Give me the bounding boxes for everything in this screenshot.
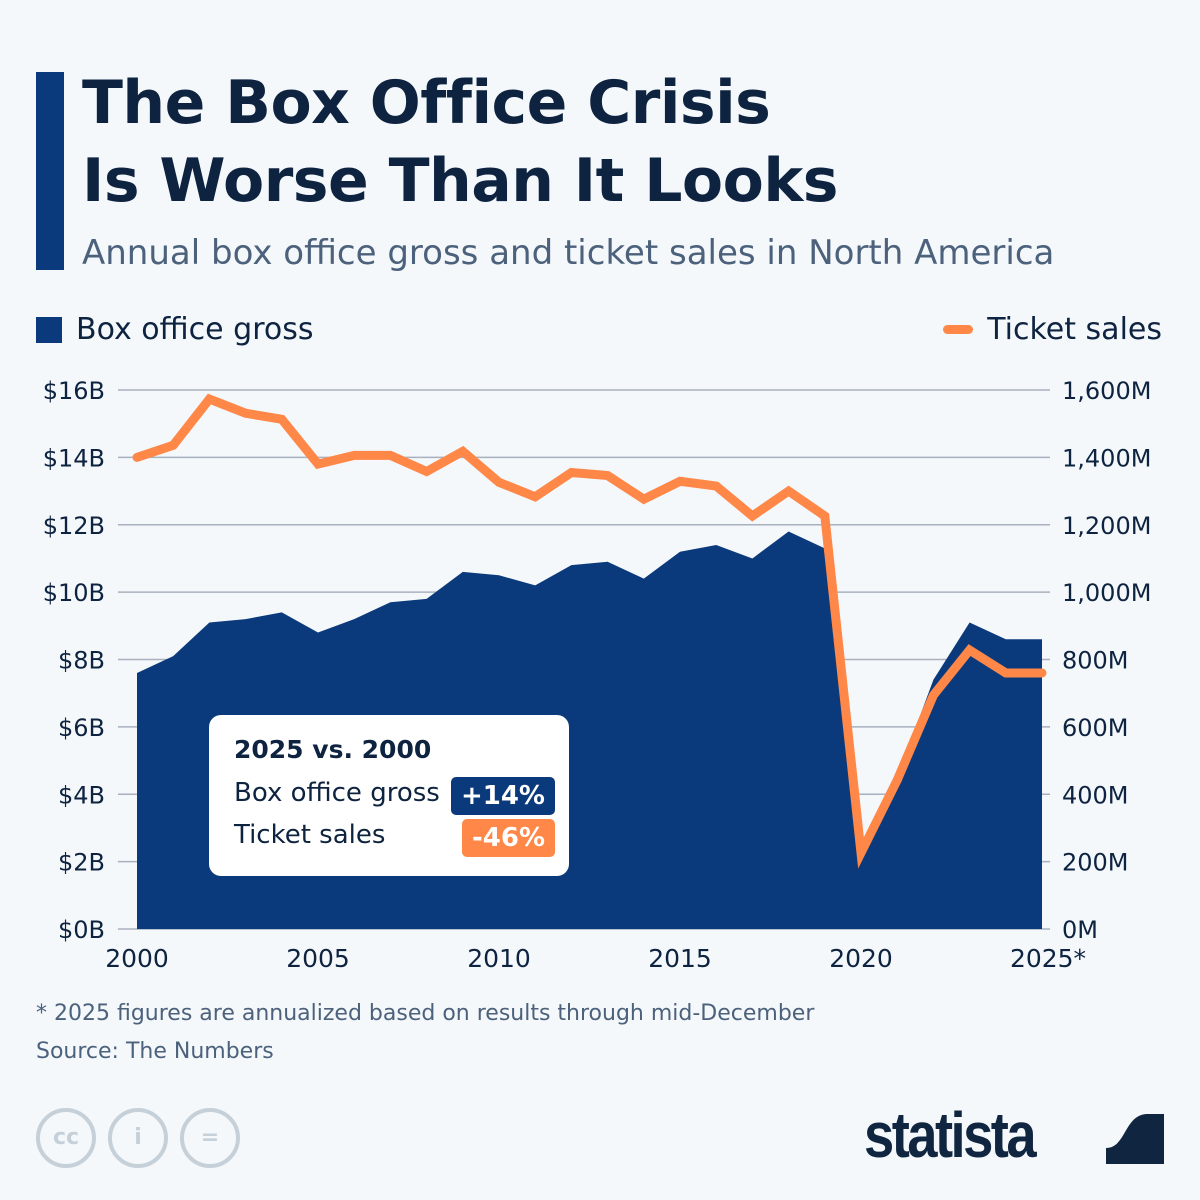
- statista-logo-icon: [1106, 1106, 1164, 1164]
- annotation-badge-tickets: -46%: [461, 819, 555, 857]
- x-tick-label: 2025*: [1010, 944, 1086, 973]
- y-right-tick-label: 800M: [1062, 647, 1129, 675]
- y-left-tick-label: $12B: [43, 512, 105, 540]
- y-right-tick-label: 1,400M: [1062, 444, 1151, 472]
- y-right-tick-label: 1,600M: [1062, 377, 1151, 405]
- no-derivatives-icon[interactable]: =: [180, 1108, 240, 1168]
- x-tick-label: 2010: [467, 944, 531, 973]
- y-left-tick-label: $8B: [58, 647, 105, 675]
- legend-gross: Box office gross: [36, 312, 313, 347]
- y-left-tick-label: $6B: [58, 714, 105, 742]
- y-left-tick-label: $0B: [58, 916, 105, 944]
- x-tick-label: 2000: [105, 944, 169, 973]
- title-accent-bar: [36, 72, 64, 270]
- y-right-tick-label: 0M: [1062, 916, 1098, 944]
- legend-label-gross: Box office gross: [76, 312, 314, 347]
- tickets-line: [132, 393, 1047, 869]
- y-left-tick-label: $14B: [43, 444, 105, 472]
- annotation-label-tickets: Ticket sales: [234, 820, 386, 850]
- y-left-tick-label: $16B: [43, 377, 105, 405]
- y-left-tick-label: $2B: [58, 849, 105, 877]
- annotation-label-gross: Box office gross: [234, 778, 440, 808]
- footnote: * 2025 figures are annualized based on r…: [36, 1001, 815, 1026]
- legend-label-tickets: Ticket sales: [987, 312, 1162, 347]
- y-right-tick-label: 400M: [1062, 781, 1129, 809]
- x-tick-label: 2005: [286, 944, 350, 973]
- annotation-badge-gross: +14%: [450, 777, 555, 815]
- cc-icon[interactable]: cc: [36, 1108, 96, 1168]
- x-tick-label: 2015: [648, 944, 712, 973]
- y-right-tick-label: 600M: [1062, 714, 1129, 742]
- page-title: The Box Office Crisis Is Worse Than It Lo…: [82, 64, 839, 220]
- chart: $0B $2B $4B $6B $8B $10B $12B $14B $16B 0M 200M 400…: [43, 377, 1152, 973]
- annotation-box: 2025 vs. 2000 Box office gross +14% Tick…: [209, 715, 569, 876]
- statista-logo[interactable]: statista: [864, 1099, 1037, 1171]
- y-right-tick-label: 1,200M: [1062, 512, 1151, 540]
- legend-swatch-gross: [36, 316, 62, 343]
- attribution-icon[interactable]: i: [108, 1108, 168, 1168]
- source: Source: The Numbers: [36, 1039, 274, 1064]
- y-right-tick-label: 200M: [1062, 849, 1129, 877]
- annotation-title: 2025 vs. 2000: [234, 735, 432, 764]
- x-tick-label: 2020: [829, 944, 893, 973]
- title-line-1: The Box Office Crisis: [82, 68, 771, 138]
- legend-tickets: Ticket sales: [943, 312, 1162, 347]
- title-line-2: Is Worse Than It Looks: [82, 146, 839, 216]
- legend-swatch-tickets: [943, 325, 974, 334]
- subtitle: Annual box office gross and ticket sales…: [82, 233, 1055, 273]
- y-left-tick-label: $10B: [43, 579, 105, 607]
- y-left-tick-label: $4B: [58, 781, 105, 809]
- y-right-tick-label: 1,000M: [1062, 579, 1151, 607]
